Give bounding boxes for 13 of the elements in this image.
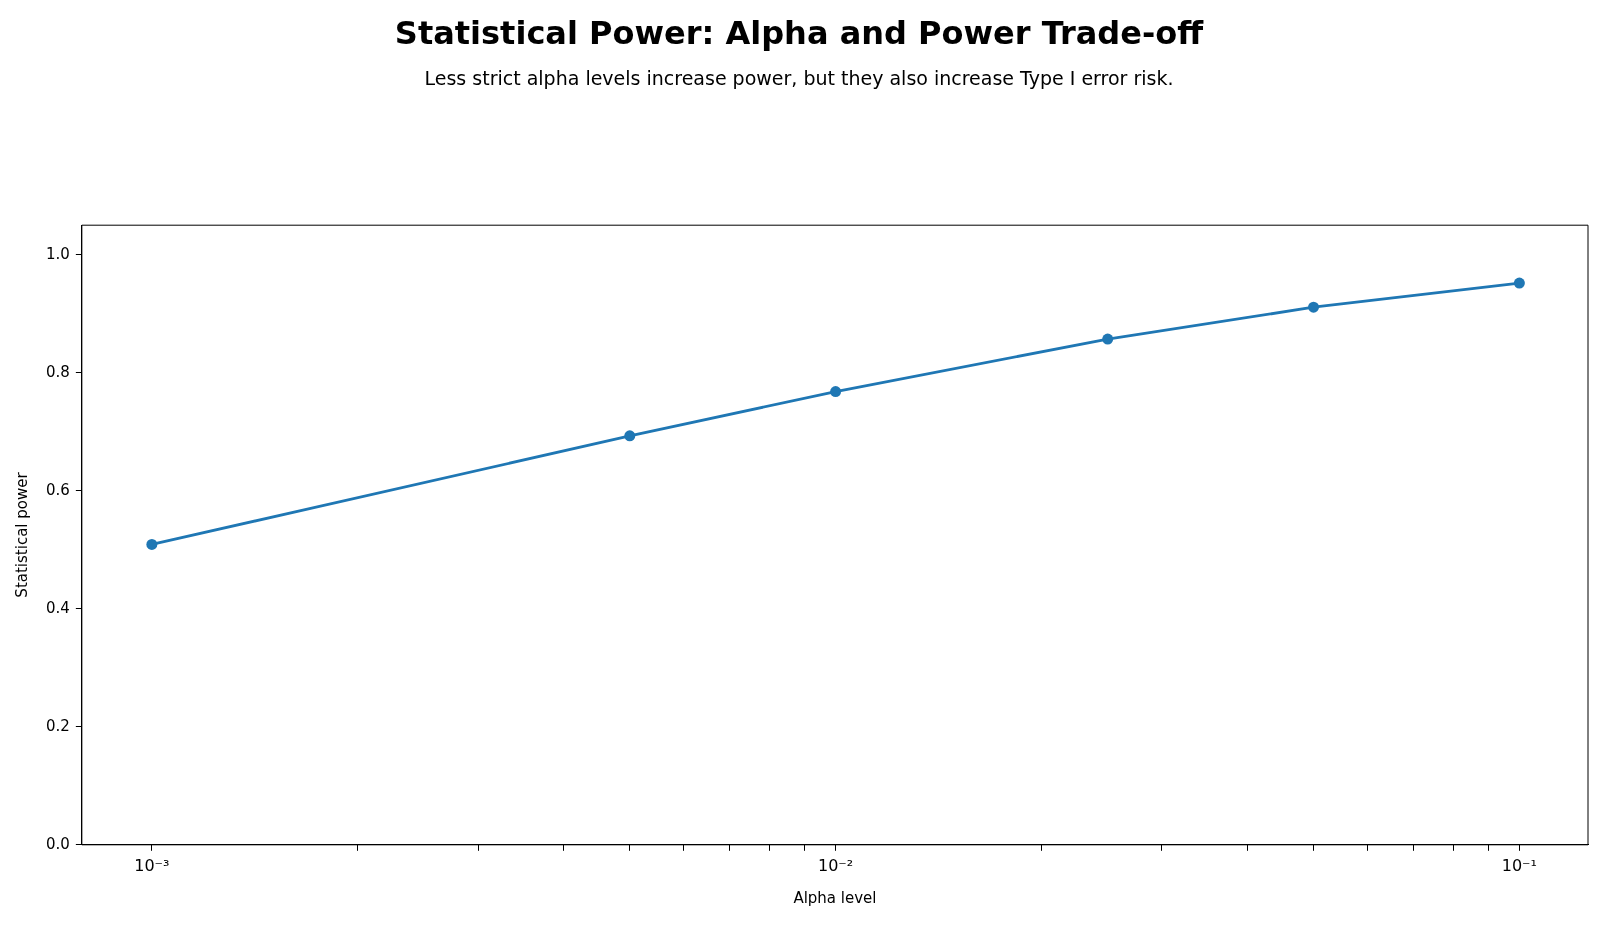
x-axis-title: Alpha level <box>793 888 877 907</box>
x-tick-label: 10⁻² <box>818 855 854 875</box>
y-tick-label: 0.0 <box>46 834 70 853</box>
x-tick-label: 10⁻¹ <box>1501 855 1537 875</box>
y-tick-label: 0.4 <box>46 598 70 617</box>
y-tick-label: 0.8 <box>46 362 70 381</box>
chart-title: Statistical Power: Alpha and Power Trade-off <box>394 13 1205 52</box>
y-tick-label: 0.6 <box>46 480 70 499</box>
x-tick-label: 10⁻³ <box>134 855 170 875</box>
chart-subtitle: Less strict alpha levels increase power, but they also increase Type I error risk. <box>424 66 1174 89</box>
y-tick-label: 1.0 <box>46 244 70 263</box>
y-tick-label: 0.2 <box>46 716 70 735</box>
y-axis-title: Statistical power <box>12 471 31 598</box>
